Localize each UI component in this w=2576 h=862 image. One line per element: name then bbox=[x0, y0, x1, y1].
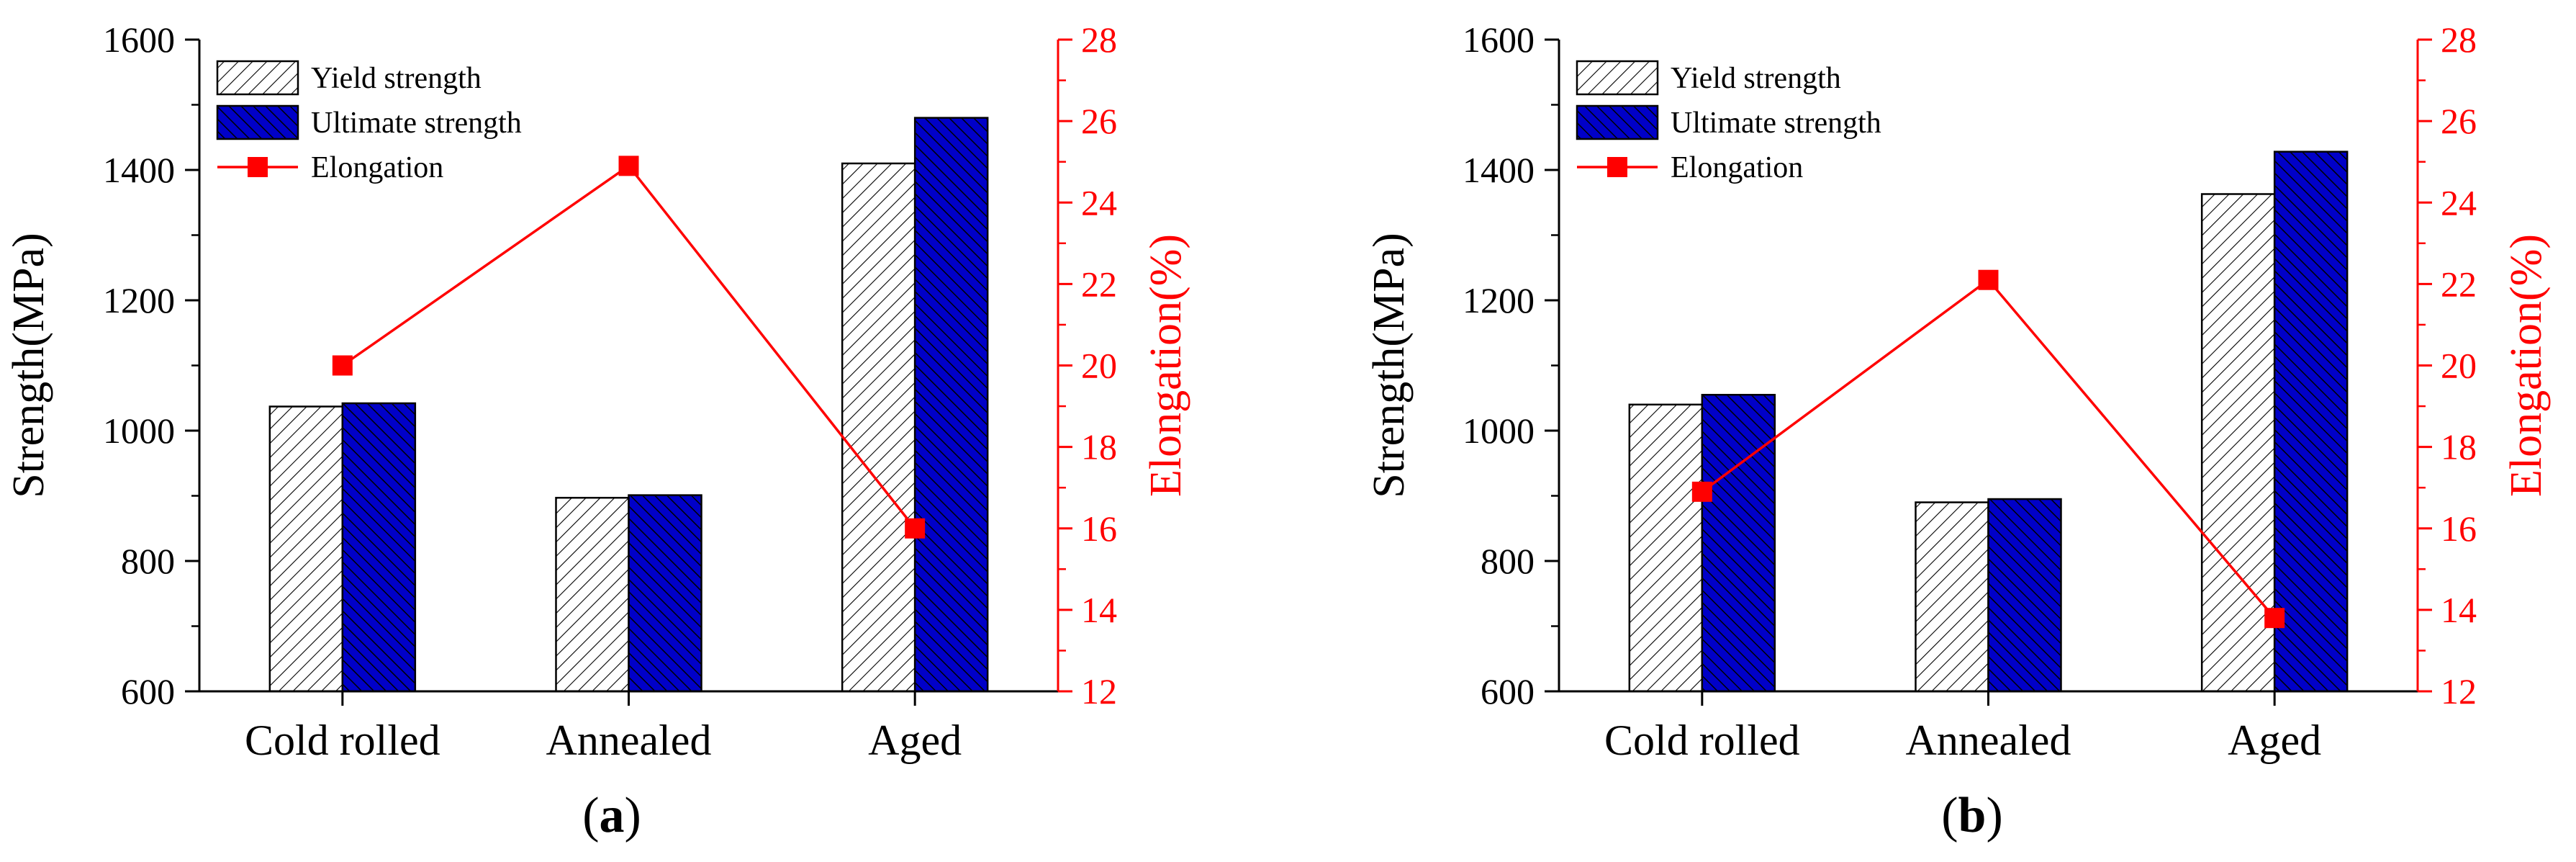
x-tick-label: Aged bbox=[2228, 717, 2321, 764]
legend-swatch-yield bbox=[216, 60, 299, 96]
y-tick-label: 1400 bbox=[103, 150, 175, 190]
y-tick-label: 1000 bbox=[1463, 410, 1535, 451]
y2-tick-label: 16 bbox=[2441, 508, 2477, 549]
legend-swatch-elongation-marker bbox=[1607, 157, 1627, 177]
chart-panel-b: 600 800 1000 1200 1400 1600 12 14 16 18 20 22 24 26 28… bbox=[1365, 19, 2551, 843]
legend-swatch-ultimate bbox=[1576, 104, 1659, 140]
y2-tick-label: 22 bbox=[1081, 264, 1117, 304]
y2-tick-label: 14 bbox=[2441, 590, 2477, 630]
y2-axis-title: Elongation(%) bbox=[2502, 234, 2551, 497]
legend-label-yield: Yield strength bbox=[311, 62, 482, 95]
bar-ultimate-0 bbox=[341, 402, 417, 693]
elongation-point-0 bbox=[1691, 481, 1712, 502]
x-tick-label: Cold rolled bbox=[245, 717, 440, 764]
bar-yield-1 bbox=[1915, 501, 1989, 693]
y-axis-title: Strength(MPa) bbox=[4, 233, 53, 498]
y2-tick-label: 16 bbox=[1081, 508, 1117, 549]
panel-label-part: ) bbox=[1986, 788, 2002, 843]
legend-label-elongation: Elongation bbox=[1671, 151, 1803, 184]
legend-label-elongation: Elongation bbox=[311, 151, 443, 184]
y2-tick-label: 20 bbox=[2441, 346, 2477, 386]
panel-label: (a) bbox=[582, 788, 641, 843]
elongation-line bbox=[341, 163, 916, 529]
y-tick-label: 600 bbox=[1481, 671, 1535, 711]
bar-ultimate-2 bbox=[913, 117, 989, 693]
panel-label: (b) bbox=[1941, 788, 2003, 843]
y-tick-label: 1200 bbox=[103, 280, 175, 320]
y-tick-label: 800 bbox=[1481, 541, 1535, 581]
y-tick-label: 1400 bbox=[1463, 150, 1535, 190]
bar-yield-0 bbox=[1628, 403, 1704, 693]
bar-ultimate-2 bbox=[2273, 151, 2349, 693]
elongation-point-2 bbox=[2264, 608, 2285, 629]
y-axis-title: Strength(MPa) bbox=[1365, 233, 1414, 498]
y2-tick-label: 12 bbox=[1081, 671, 1117, 711]
x-tick-label: Annealed bbox=[1906, 717, 2071, 764]
y2-tick-label: 28 bbox=[1081, 19, 1117, 60]
y2-tick-label: 12 bbox=[2441, 671, 2477, 711]
bar-yield-2 bbox=[841, 162, 916, 693]
y2-tick-label: 26 bbox=[2441, 101, 2477, 141]
legend-label-yield: Yield strength bbox=[1671, 62, 1841, 95]
legend-swatch-elongation-marker bbox=[248, 157, 268, 177]
y-tick-label: 1600 bbox=[1463, 19, 1535, 60]
y2-tick-label: 22 bbox=[2441, 264, 2477, 304]
elongation-point-2 bbox=[905, 518, 926, 539]
legend-swatch-ultimate bbox=[216, 104, 299, 140]
x-tick-label: Cold rolled bbox=[1604, 717, 1800, 764]
y-tick-label: 1600 bbox=[103, 19, 175, 60]
bar-yield-0 bbox=[268, 405, 344, 693]
y2-tick-label: 24 bbox=[2441, 182, 2477, 223]
bar-yield-2 bbox=[2200, 193, 2276, 693]
bar-ultimate-1 bbox=[1987, 498, 2062, 693]
y-tick-label: 1200 bbox=[1463, 280, 1535, 320]
bar-ultimate-1 bbox=[628, 494, 702, 693]
elongation-point-1 bbox=[1978, 269, 1999, 290]
bar-yield-1 bbox=[555, 496, 630, 693]
panel-label-part: ( bbox=[1941, 788, 1958, 843]
y2-tick-label: 28 bbox=[2441, 19, 2477, 60]
elongation-point-0 bbox=[332, 355, 353, 376]
y-tick-label: 800 bbox=[121, 541, 175, 581]
x-tick-label: Annealed bbox=[546, 717, 712, 764]
y2-axis-title: Elongation(%) bbox=[1142, 234, 1190, 497]
x-tick-label: Aged bbox=[868, 717, 962, 764]
y2-tick-label: 26 bbox=[1081, 101, 1117, 141]
bar-ultimate-0 bbox=[1701, 393, 1776, 693]
chart-panel-a: 600 800 1000 1200 1400 1600 12 14 16 18 20 22 24 26 28… bbox=[4, 19, 1190, 843]
legend-label-ultimate: Ultimate strength bbox=[1671, 107, 1881, 140]
elongation-point-1 bbox=[618, 156, 639, 176]
panel-label-part: ) bbox=[625, 788, 641, 843]
y-tick-label: 1000 bbox=[103, 410, 175, 451]
y2-tick-label: 20 bbox=[1081, 346, 1117, 386]
y2-tick-label: 14 bbox=[1081, 590, 1117, 630]
legend-swatch-yield bbox=[1576, 60, 1659, 96]
y-tick-label: 600 bbox=[121, 671, 175, 711]
legend-label-ultimate: Ultimate strength bbox=[311, 107, 522, 140]
panel-label-part: ( bbox=[582, 788, 599, 843]
panel-label-part: a bbox=[600, 788, 625, 843]
y2-tick-label: 24 bbox=[1081, 182, 1117, 223]
panel-label-part: b bbox=[1958, 788, 1987, 843]
y2-tick-label: 18 bbox=[1081, 427, 1117, 467]
y2-tick-label: 18 bbox=[2441, 427, 2477, 467]
